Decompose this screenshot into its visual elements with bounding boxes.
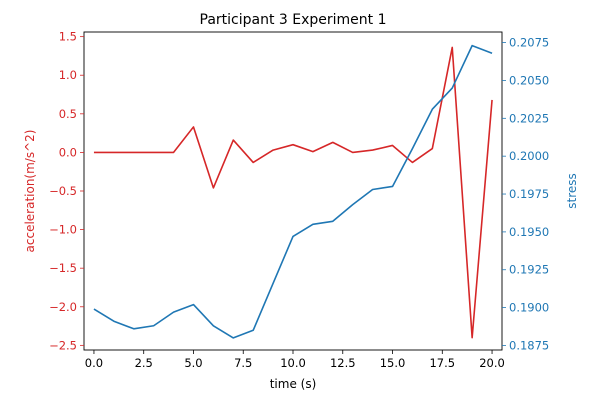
x-tick-label: 5.0 bbox=[184, 356, 202, 370]
x-tick-label: 12.5 bbox=[330, 356, 356, 370]
y-left-tick-label: −2.5 bbox=[49, 338, 77, 352]
y-left-tick-label: 1.0 bbox=[59, 68, 77, 82]
y-left-tick-label: −0.5 bbox=[49, 184, 77, 198]
x-tick-label: 10.0 bbox=[280, 356, 306, 370]
y-right-tick-label: 0.2000 bbox=[509, 149, 549, 163]
y-axis-left: 1.5 1.0 0.5 0.0 −0.5 −1.0 −1.5 −2.0 −2.5 bbox=[49, 30, 84, 352]
y-left-tick-label: 1.5 bbox=[59, 30, 77, 44]
y-left-tick-label: −2.0 bbox=[49, 300, 77, 314]
y-axis-right-title: stress bbox=[565, 173, 579, 209]
plot-frame bbox=[83, 31, 503, 351]
x-axis-title: time (s) bbox=[270, 377, 317, 391]
y-left-tick-label: 0.0 bbox=[59, 145, 77, 159]
y-axis-left-title: acceleration(m/s^2) bbox=[23, 130, 37, 253]
x-tick-label: 2.5 bbox=[135, 356, 153, 370]
y-right-tick-label: 0.2025 bbox=[509, 111, 549, 125]
acceleration-line bbox=[93, 46, 493, 339]
y-left-tick-label: −1.0 bbox=[49, 223, 77, 237]
y-right-tick-label: 0.1975 bbox=[509, 187, 549, 201]
x-tick-label: 20.0 bbox=[479, 356, 505, 370]
y-axis-right: 0.2075 0.2050 0.2025 0.2000 0.1975 0.1950 0.19… bbox=[502, 36, 549, 352]
series-layer bbox=[93, 44, 493, 339]
stress-line bbox=[93, 44, 493, 339]
y-left-tick-label: −1.5 bbox=[49, 261, 77, 275]
y-right-tick-label: 0.2075 bbox=[509, 36, 549, 50]
y-right-tick-label: 0.1925 bbox=[509, 263, 549, 277]
x-axis: 0.0 2.5 5.0 7.5 10.0 12.5 15.0 17.5 20.0 bbox=[85, 350, 505, 370]
chart-title: Participant 3 Experiment 1 bbox=[200, 12, 387, 28]
y-left-tick-label: 0.5 bbox=[59, 107, 77, 121]
y-right-tick-label: 0.1900 bbox=[509, 301, 549, 315]
y-right-tick-label: 0.1875 bbox=[509, 338, 549, 352]
y-right-tick-label: 0.2050 bbox=[509, 73, 549, 87]
x-tick-label: 15.0 bbox=[380, 356, 406, 370]
plot-border bbox=[83, 31, 503, 351]
y-right-tick-label: 0.1950 bbox=[509, 225, 549, 239]
x-tick-label: 7.5 bbox=[234, 356, 252, 370]
x-tick-label: 17.5 bbox=[429, 356, 455, 370]
x-tick-label: 0.0 bbox=[85, 356, 103, 370]
